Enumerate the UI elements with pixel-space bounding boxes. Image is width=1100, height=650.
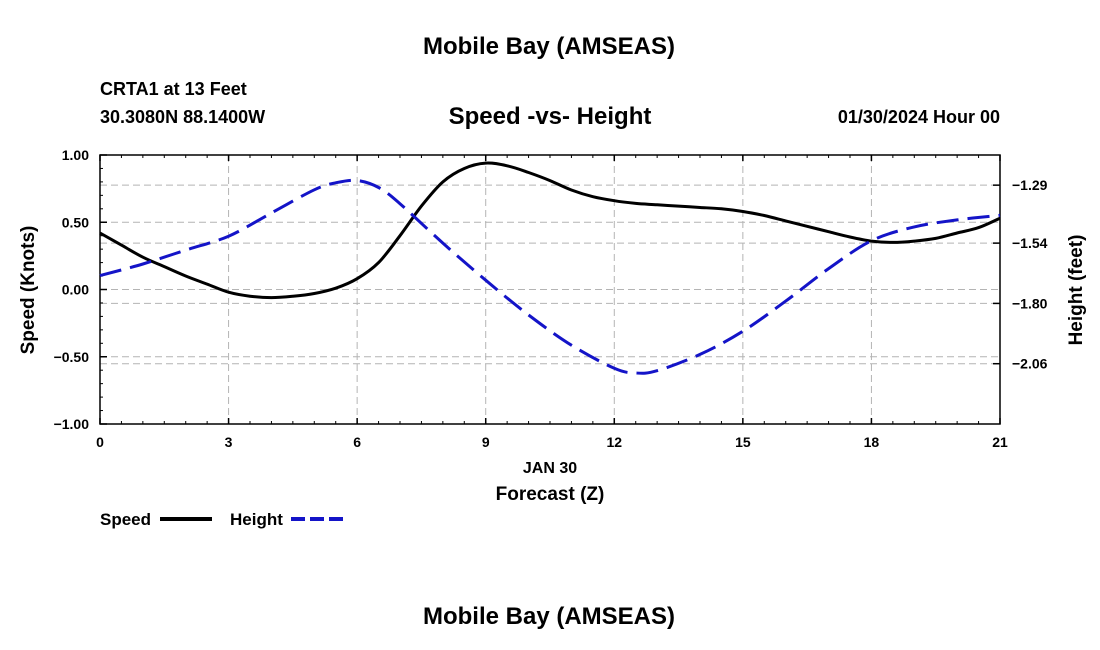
y2-tick-label: −1.80 — [1012, 295, 1048, 311]
x-tick-label: 0 — [96, 434, 104, 450]
y2-axis-label: Height (feet) — [1066, 235, 1087, 346]
x-tick-label: 15 — [735, 434, 751, 450]
y2-tick-label: −1.54 — [1012, 235, 1048, 251]
y-tick-label: 1.00 — [62, 147, 89, 163]
x-tick-label: 3 — [225, 434, 233, 450]
series-line-speed — [99, 161, 1001, 300]
station-label: CRTA1 at 13 Feet — [100, 79, 247, 99]
y-tick-label: −0.50 — [54, 349, 90, 365]
x-tick-label: 9 — [482, 434, 490, 450]
legend-speed-label: Speed — [100, 510, 151, 529]
grid-lines — [100, 155, 1000, 424]
legend: Speed Height — [100, 510, 343, 529]
x-tick-label: 12 — [606, 434, 622, 450]
y-tick-label: −1.00 — [54, 416, 90, 432]
y-tick-label: 0.50 — [62, 214, 89, 230]
y-axis-label: Speed (Knots) — [18, 226, 39, 355]
y-tick-label: 0.00 — [62, 282, 89, 298]
y2-tick-label: −2.06 — [1012, 356, 1048, 372]
x-tick-label: 18 — [864, 434, 880, 450]
x-tick-label: 6 — [353, 434, 361, 450]
x-axis-date-label: JAN 30 — [523, 460, 577, 477]
legend-height-label: Height — [230, 510, 283, 529]
y2-tick-label: −1.29 — [1012, 177, 1048, 193]
station-coordinates: 30.3080N 88.1400W — [100, 107, 265, 127]
forecast-datetime: 01/30/2024 Hour 00 — [838, 107, 1000, 127]
footer-title: Mobile Bay (AMSEAS) — [423, 603, 675, 630]
series-layer — [99, 161, 1001, 375]
page-title: Mobile Bay (AMSEAS) — [423, 33, 675, 60]
x-tick-label: 21 — [992, 434, 1008, 450]
axis-tick-labels: 0 3 6 9 12 15 18 21 1.00 0.50 0.00 −0.50 −1.00 −1.29 −… — [54, 147, 1048, 450]
chart-title: Speed -vs- Height — [449, 103, 652, 130]
series-line-height — [99, 178, 1001, 375]
x-axis-label: Forecast (Z) — [496, 484, 605, 505]
